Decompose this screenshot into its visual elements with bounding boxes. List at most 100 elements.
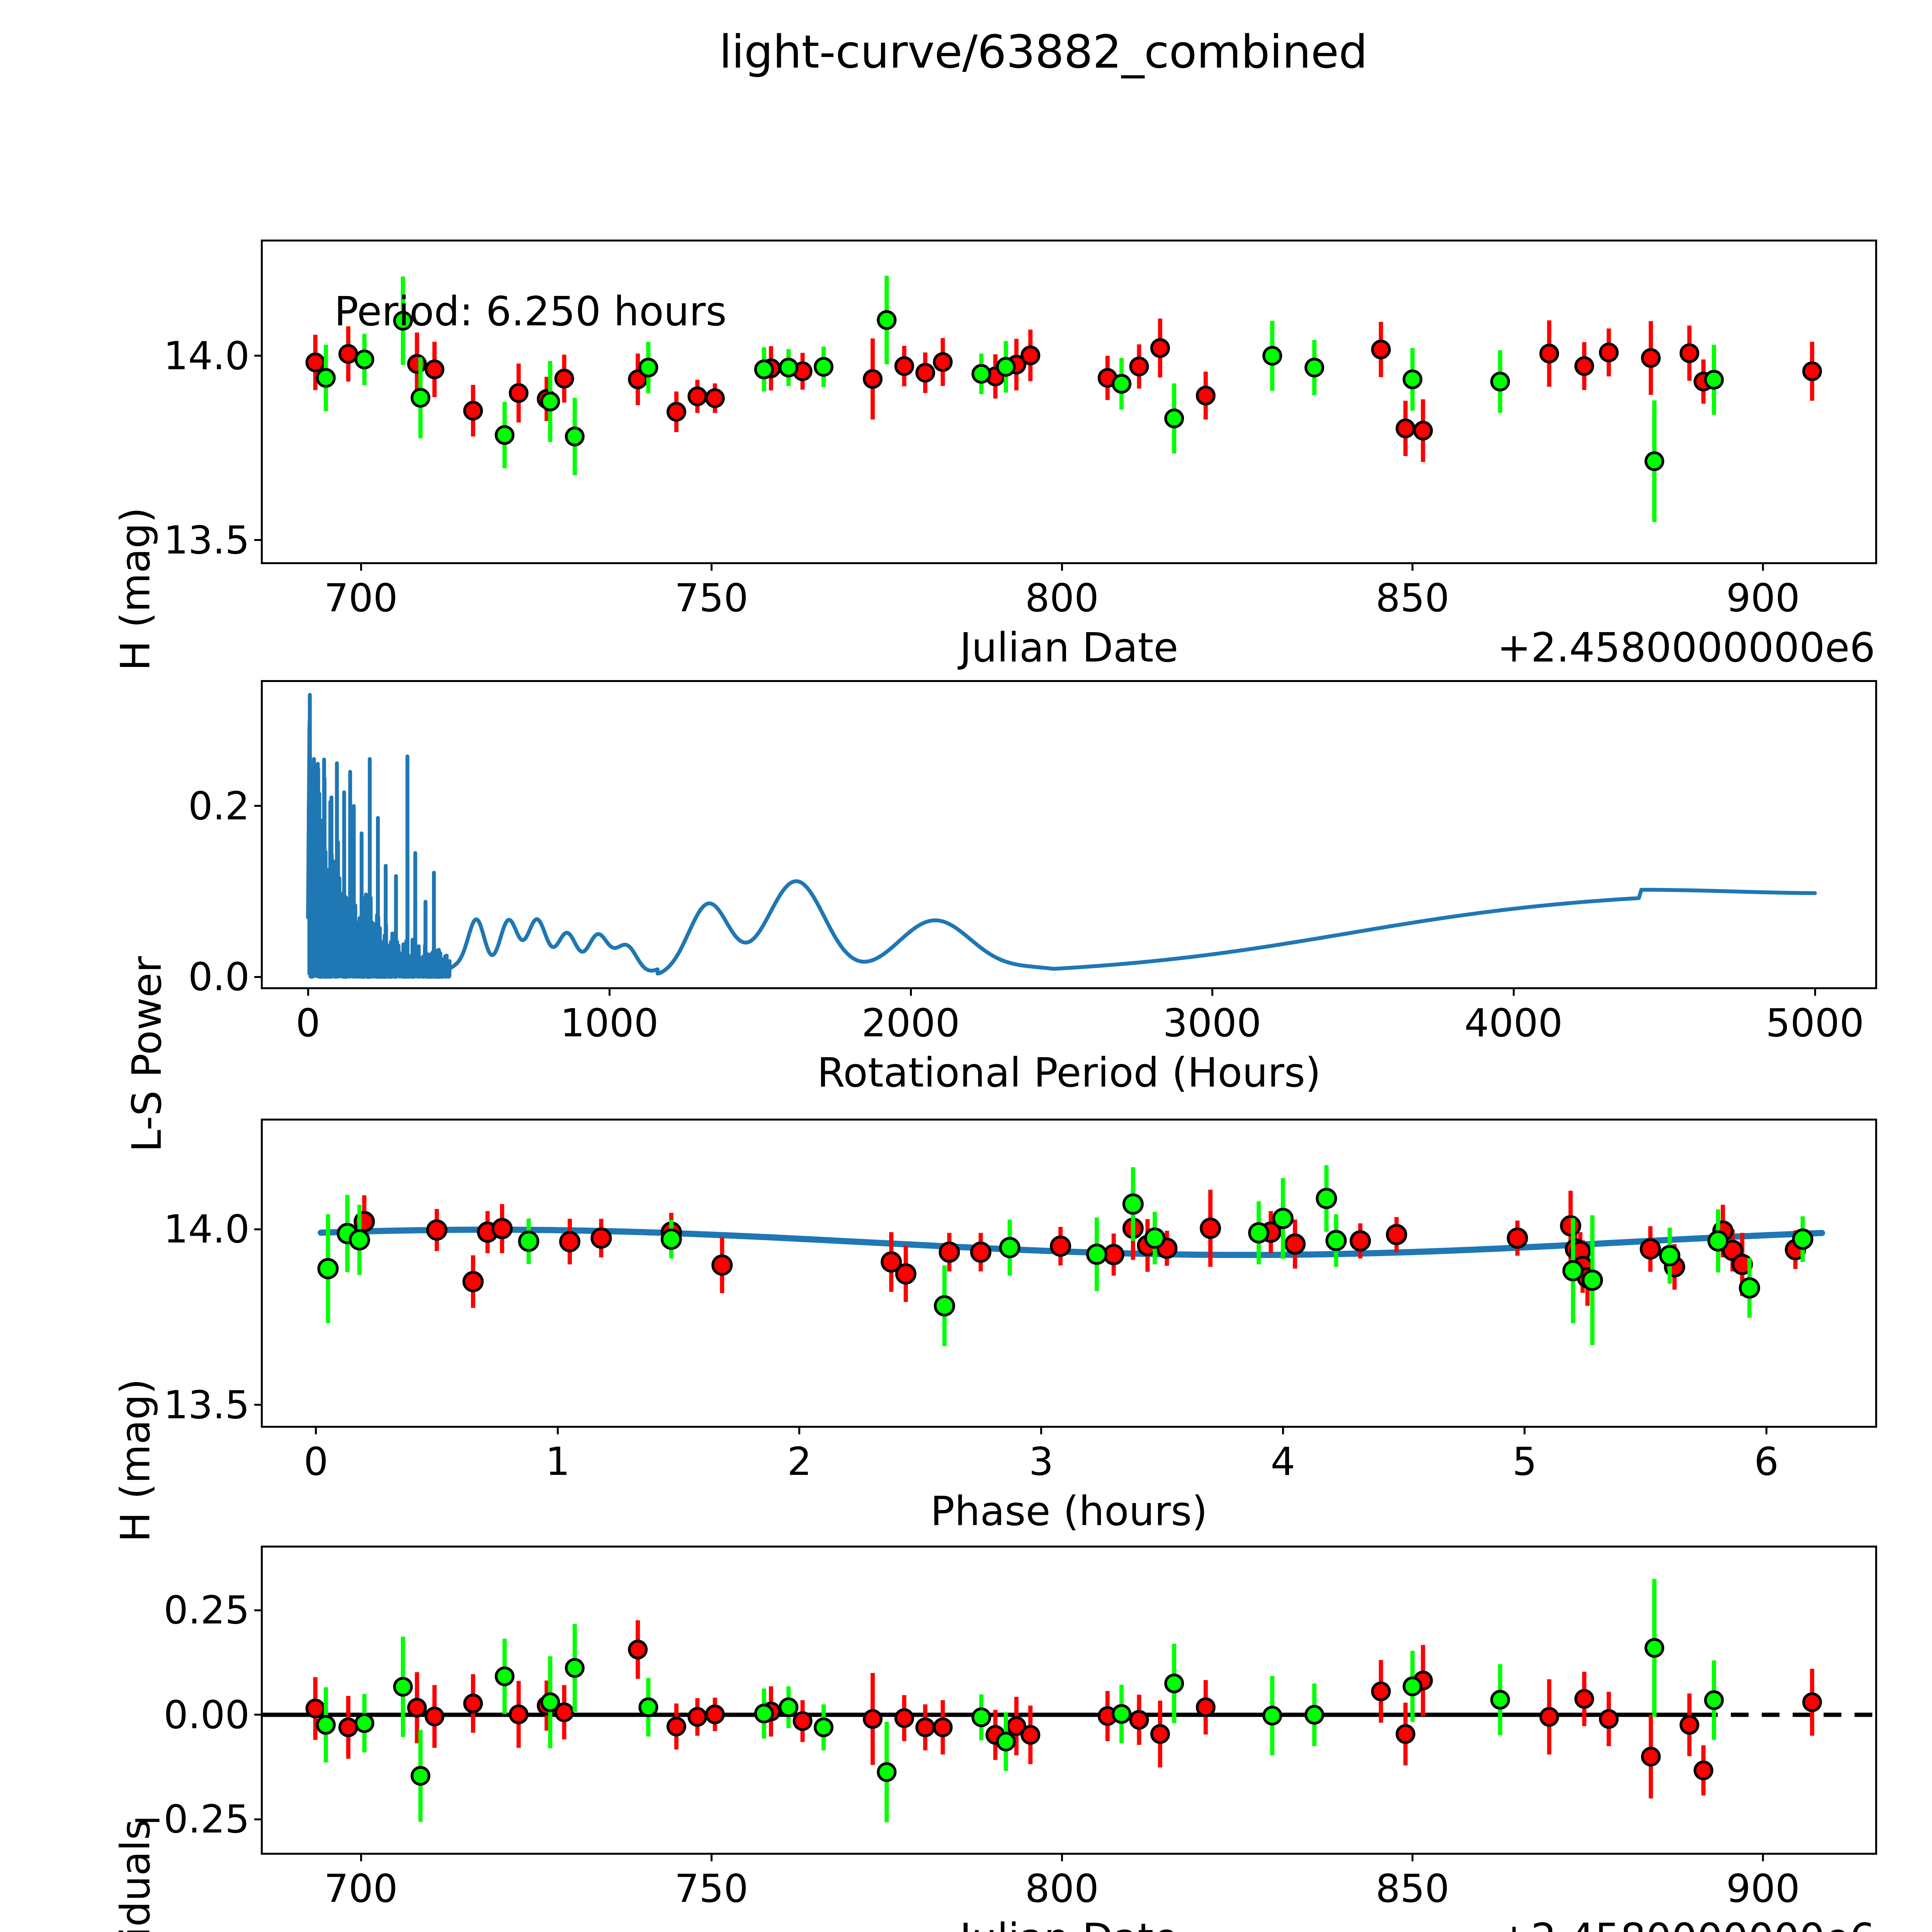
y-tick-mark [254, 1609, 263, 1611]
x-tick-mark [360, 1853, 362, 1861]
data-point [565, 427, 585, 447]
data-point [1802, 1692, 1822, 1712]
data-point [540, 1692, 560, 1712]
data-point [509, 1704, 529, 1725]
data-point [1164, 408, 1184, 429]
x-tick-mark [1412, 562, 1414, 571]
data-point [1507, 1227, 1528, 1249]
data-series-red [354, 1189, 1806, 1308]
data-point [1574, 1689, 1594, 1709]
x-tick-mark [1814, 987, 1816, 996]
data-point [410, 388, 430, 408]
x-tick-label: 0 [303, 1439, 328, 1484]
data-point [1386, 1224, 1407, 1245]
x-tick-mark [710, 562, 713, 571]
x-tick-label: 750 [674, 1866, 748, 1911]
data-point [559, 1231, 581, 1252]
panel-periodogram: 0.0 0.2 0 1000 2000 3000 4000 5000 Rotational Pe… [123, 680, 1877, 1152]
data-point [1284, 1233, 1306, 1255]
y-tick-label: −0.25 [131, 1796, 250, 1842]
data-point [779, 1697, 799, 1717]
data-point [1395, 418, 1415, 439]
data-point [666, 1716, 686, 1736]
data-point [915, 1717, 935, 1737]
data-point [540, 391, 560, 412]
data-point [1020, 1725, 1041, 1745]
x-tick-mark [307, 987, 309, 996]
data-point [1020, 345, 1041, 366]
x-tick-mark [1412, 1853, 1414, 1861]
x-tick-mark [1282, 1426, 1284, 1434]
x-tick-mark [360, 562, 362, 571]
data-point [999, 1237, 1020, 1259]
data-point [705, 1704, 725, 1725]
x-tick-mark [608, 987, 611, 996]
x-tick-label: 6 [1754, 1439, 1779, 1484]
data-point [711, 1254, 733, 1276]
data-point [1199, 1218, 1221, 1239]
data-point [1395, 1724, 1415, 1744]
data-point [1122, 1193, 1144, 1215]
data-series-green [316, 1579, 1724, 1822]
data-point [934, 1295, 955, 1316]
x-tick-label: 850 [1376, 1866, 1449, 1911]
x-axis-offset-text: +2.4580000000e6 [1497, 624, 1875, 671]
x-tick-label: 4000 [1464, 1000, 1563, 1046]
data-point [971, 1707, 992, 1727]
x-tick-mark [1765, 1426, 1767, 1434]
data-point [1086, 1243, 1107, 1265]
data-point [425, 359, 445, 379]
data-point [1560, 1215, 1582, 1236]
data-point [638, 357, 658, 378]
x-tick-label: 2000 [861, 1000, 960, 1046]
data-point [1693, 1760, 1713, 1781]
x-tick-label: 2 [787, 1439, 812, 1484]
x-axis-title: Julian Date [959, 624, 1179, 671]
data-point [862, 1709, 883, 1729]
data-point [687, 1707, 707, 1727]
data-point [1802, 361, 1822, 381]
data-point [1574, 356, 1594, 376]
x-tick-mark [910, 987, 912, 996]
data-point [895, 1263, 917, 1285]
y-tick-mark [254, 1228, 263, 1230]
data-point [1403, 369, 1423, 389]
data-point [877, 310, 897, 330]
data-point [1262, 346, 1282, 366]
data-point [813, 357, 833, 377]
data-point [666, 402, 686, 422]
data-series-red [305, 318, 1822, 462]
data-point [1129, 1710, 1149, 1730]
data-point [1659, 1245, 1680, 1267]
data-point [316, 368, 336, 388]
data-point [1316, 1188, 1337, 1209]
data-point [996, 357, 1016, 377]
x-axis-title: Rotational Period (Hours) [817, 1049, 1321, 1096]
data-point [1262, 1706, 1282, 1726]
data-point [316, 1715, 336, 1735]
y-axis-title: H (mag) [112, 507, 159, 671]
data-point [509, 383, 529, 403]
data-point [1248, 1222, 1270, 1244]
x-tick-label: 900 [1726, 575, 1800, 621]
y-tick-label: 0.00 [163, 1692, 250, 1738]
data-point [628, 1639, 648, 1660]
y-axis-title: Residuals [112, 1819, 159, 1932]
data-point [1129, 356, 1149, 376]
x-axis-title: Phase (hours) [930, 1488, 1208, 1535]
panel-residuals: −0.25 0.00 0.25 700 750 800 850 900 Julian Date R… [112, 1546, 1877, 1932]
data-series-green [316, 276, 1724, 522]
y-tick-mark [254, 1714, 263, 1716]
data-point [426, 1219, 447, 1241]
data-point [463, 1694, 483, 1714]
data-point [407, 354, 427, 374]
data-point [933, 1717, 953, 1737]
data-point [1722, 1240, 1743, 1261]
x-tick-mark [1524, 1426, 1526, 1434]
y-tick-mark [254, 1818, 263, 1820]
data-point [354, 1713, 374, 1733]
data-point [1349, 1230, 1371, 1252]
data-point [1539, 344, 1559, 364]
x-tick-label: 700 [324, 1866, 398, 1911]
